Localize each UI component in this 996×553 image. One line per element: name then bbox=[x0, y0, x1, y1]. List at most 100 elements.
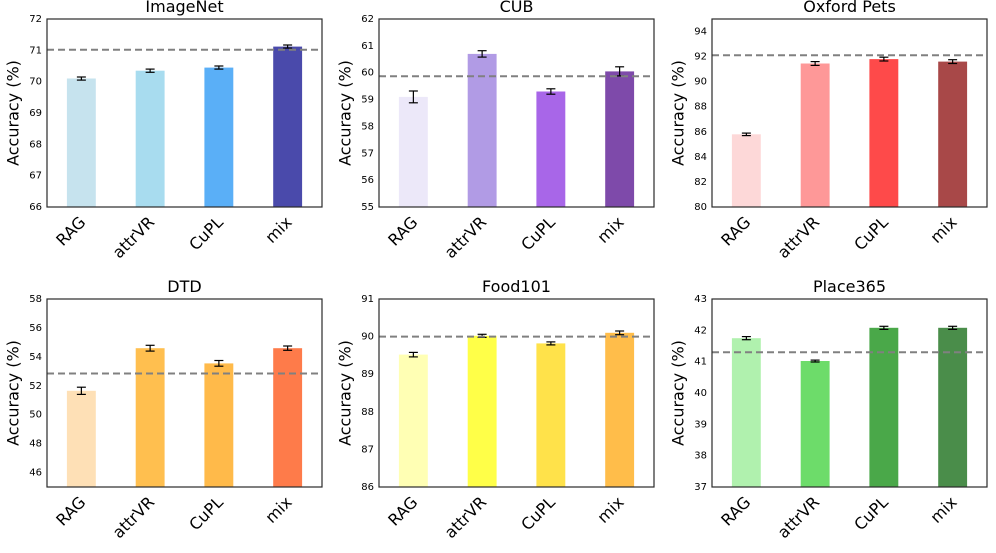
bar-attrvr bbox=[135, 348, 165, 487]
y-axis-label: Accuracy (%) bbox=[4, 60, 23, 166]
x-tick-label: RAG bbox=[384, 213, 421, 250]
error-bar-attrvr bbox=[477, 50, 487, 58]
y-tick-label: 37 bbox=[694, 482, 707, 493]
y-tick-label: 57 bbox=[361, 148, 374, 159]
y-tick-label: 40 bbox=[694, 388, 707, 399]
chart-panel-1: RAG attrVR CuPL mix 55 56 57 58 59 60 61 62 Accuracy… bbox=[336, 0, 655, 262]
x-tick-label: attrVR bbox=[441, 493, 490, 542]
error-bar-mix bbox=[948, 325, 958, 330]
error-bar-rag bbox=[76, 76, 86, 81]
y-tick-label: 58 bbox=[361, 121, 374, 132]
error-bar-cupl bbox=[879, 56, 889, 62]
error-bar-rag bbox=[408, 351, 418, 358]
chart-panel-5: RAG attrVR CuPL mix 37 38 39 40 41 42 43 Accuracy (… bbox=[669, 277, 988, 542]
error-bar-cupl bbox=[214, 359, 224, 367]
x-tick-label: mix bbox=[926, 493, 960, 527]
chart-panel-0: RAG attrVR CuPL mix 66 67 68 69 70 71 72 Accuracy (… bbox=[4, 0, 323, 262]
bar-mix bbox=[273, 348, 303, 487]
chart-title: Food101 bbox=[482, 277, 551, 296]
x-tick-label: attrVR bbox=[774, 493, 823, 542]
chart-title: DTD bbox=[167, 277, 201, 296]
bar-attrvr bbox=[467, 335, 497, 487]
x-tick-label: RAG bbox=[384, 493, 421, 530]
bar-cupl bbox=[204, 363, 234, 487]
bar-mix bbox=[605, 332, 635, 487]
bar-cupl bbox=[536, 91, 566, 207]
y-tick-label: 56 bbox=[361, 175, 374, 186]
y-tick-label: 80 bbox=[694, 202, 707, 213]
error-bar-cupl bbox=[214, 65, 224, 70]
error-bar-cupl bbox=[879, 325, 889, 330]
chart-title: Place365 bbox=[813, 277, 886, 296]
y-tick-label: 52 bbox=[29, 381, 42, 392]
y-tick-label: 86 bbox=[361, 482, 374, 493]
y-tick-label: 87 bbox=[361, 444, 374, 455]
y-tick-label: 94 bbox=[694, 27, 707, 38]
y-tick-label: 91 bbox=[361, 294, 374, 305]
error-bar-mix bbox=[948, 59, 958, 65]
error-bar-attrvr bbox=[810, 60, 820, 67]
x-tick-label: RAG bbox=[717, 213, 754, 250]
x-tick-label: CuPL bbox=[517, 493, 559, 535]
y-tick-label: 54 bbox=[29, 352, 42, 363]
bar-mix bbox=[938, 327, 968, 487]
y-tick-label: 70 bbox=[29, 77, 42, 88]
y-axis-label: Accuracy (%) bbox=[336, 340, 355, 446]
y-tick-label: 38 bbox=[694, 451, 707, 462]
y-tick-label: 71 bbox=[29, 45, 42, 56]
error-bar-attrvr bbox=[145, 68, 155, 73]
axes-frame bbox=[378, 298, 655, 488]
y-tick-label: 68 bbox=[29, 139, 42, 150]
axes-frame bbox=[711, 298, 988, 488]
bar-rag bbox=[731, 338, 761, 487]
x-tick-label: mix bbox=[593, 493, 627, 527]
bar-mix bbox=[938, 61, 968, 207]
error-bar-attrvr bbox=[145, 344, 155, 352]
chart-panel-4: RAG attrVR CuPL mix 86 87 88 89 90 91 Accuracy (%)… bbox=[336, 277, 655, 542]
error-bar-cupl bbox=[546, 88, 556, 95]
chart-panel-3: RAG attrVR CuPL mix 46 48 50 52 54 56 58 Accuracy (… bbox=[4, 277, 323, 542]
y-tick-label: 55 bbox=[361, 202, 374, 213]
bar-rag bbox=[398, 354, 428, 487]
y-tick-label: 90 bbox=[361, 332, 374, 343]
error-bar-cupl bbox=[546, 341, 556, 346]
y-tick-label: 89 bbox=[361, 369, 374, 380]
bar-cupl bbox=[869, 327, 899, 487]
chart-title: Oxford Pets bbox=[803, 0, 896, 16]
y-tick-label: 60 bbox=[361, 68, 374, 79]
bar-attrvr bbox=[800, 361, 830, 487]
y-tick-label: 42 bbox=[694, 325, 707, 336]
y-tick-label: 43 bbox=[694, 294, 707, 305]
bar-attrvr bbox=[135, 70, 165, 207]
y-tick-label: 39 bbox=[694, 419, 707, 430]
y-axis-label: Accuracy (%) bbox=[4, 340, 23, 446]
axes-frame bbox=[46, 298, 323, 488]
bar-mix bbox=[605, 71, 635, 208]
bar-cupl bbox=[204, 67, 234, 207]
y-tick-label: 50 bbox=[29, 410, 42, 421]
y-tick-label: 59 bbox=[361, 95, 374, 106]
y-tick-label: 72 bbox=[29, 14, 42, 25]
y-axis-label: Accuracy (%) bbox=[669, 60, 688, 166]
bar-cupl bbox=[536, 343, 566, 487]
y-tick-label: 88 bbox=[361, 407, 374, 418]
y-tick-label: 46 bbox=[29, 468, 42, 479]
x-tick-label: attrVR bbox=[774, 213, 823, 262]
error-bar-mix bbox=[283, 345, 293, 351]
x-tick-label: attrVR bbox=[109, 213, 158, 262]
y-tick-label: 48 bbox=[29, 439, 42, 450]
x-tick-label: CuPL bbox=[850, 493, 892, 535]
bar-rag bbox=[731, 134, 761, 207]
y-tick-label: 90 bbox=[694, 77, 707, 88]
x-tick-label: CuPL bbox=[185, 493, 227, 535]
y-tick-label: 67 bbox=[29, 171, 42, 182]
y-tick-label: 69 bbox=[29, 108, 42, 119]
axes-frame bbox=[46, 18, 323, 208]
bar-rag bbox=[66, 78, 96, 207]
error-bar-rag bbox=[408, 90, 418, 104]
chart-title: ImageNet bbox=[145, 0, 223, 16]
x-tick-label: RAG bbox=[52, 493, 89, 530]
axes-frame bbox=[711, 18, 988, 208]
error-bar-rag bbox=[76, 386, 86, 395]
